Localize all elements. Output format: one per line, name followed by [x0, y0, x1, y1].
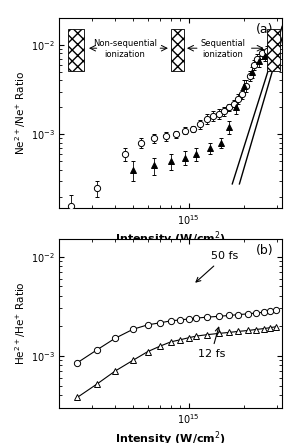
Text: Sequential
ionization: Sequential ionization — [200, 39, 246, 59]
X-axis label: Intensity (W/cm$^2$): Intensity (W/cm$^2$) — [115, 429, 226, 443]
Bar — [68, 29, 84, 71]
Bar — [171, 29, 184, 71]
Bar — [267, 29, 280, 71]
X-axis label: Intensity (W/cm$^2$): Intensity (W/cm$^2$) — [115, 229, 226, 248]
Text: 12 fs: 12 fs — [198, 327, 225, 359]
Y-axis label: Ne$^{2+}$/Ne$^{+}$ Ratio: Ne$^{2+}$/Ne$^{+}$ Ratio — [13, 71, 28, 155]
Text: (b): (b) — [256, 244, 273, 257]
Y-axis label: He$^{2+}$/He$^{+}$ Ratio: He$^{2+}$/He$^{+}$ Ratio — [13, 281, 28, 365]
Text: Non-sequential
ionization: Non-sequential ionization — [93, 39, 157, 59]
Text: (a): (a) — [256, 23, 273, 36]
Text: 50 fs: 50 fs — [196, 252, 238, 282]
